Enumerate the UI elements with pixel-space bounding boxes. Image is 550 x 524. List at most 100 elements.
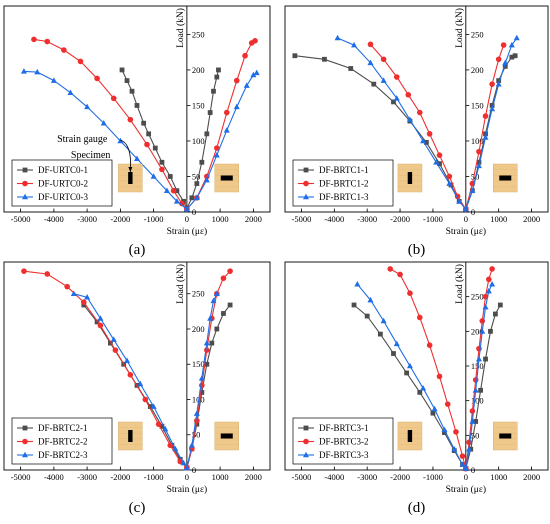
data-point (209, 340, 215, 346)
data-point (371, 81, 377, 87)
data-point (119, 67, 125, 73)
data-point (431, 405, 438, 412)
data-point (21, 268, 27, 274)
data-point (214, 326, 220, 332)
annotation-strain-gauge: Strain gauge (57, 134, 108, 145)
data-point (489, 266, 495, 272)
annotation-arrowhead (128, 167, 133, 172)
legend-marker (303, 438, 309, 445)
plot-frame (284, 5, 549, 213)
data-point (489, 280, 496, 287)
data-point (489, 81, 495, 87)
data-point (199, 159, 205, 165)
x-tick-label: -1000 (423, 472, 443, 482)
legend-marker (303, 167, 309, 173)
data-point (367, 59, 374, 66)
data-point (194, 181, 200, 186)
data-point (407, 290, 413, 297)
data-point (426, 342, 433, 349)
data-point (451, 446, 458, 452)
data-point (127, 116, 134, 123)
data-point (189, 195, 195, 201)
data-point (81, 302, 87, 308)
data-point (462, 465, 469, 471)
x-tick-label: 1000 (212, 214, 229, 224)
data-point (483, 356, 488, 362)
data-point (508, 41, 515, 48)
data-point (220, 275, 227, 282)
data-point (144, 141, 150, 148)
specimen-vertical (397, 163, 423, 193)
legend-label: DF-BRTC2-2 (38, 437, 87, 447)
specimen-horizontal (214, 163, 240, 193)
series-3 (334, 34, 520, 212)
data-point (476, 159, 482, 165)
y-tick-label: 50 (192, 430, 201, 440)
data-point (233, 77, 240, 84)
data-point (493, 311, 498, 317)
data-point (81, 299, 87, 305)
y-axis-title: Load (kN) (454, 264, 465, 304)
data-point (444, 401, 451, 407)
y-tick-label: 0 (192, 465, 196, 475)
data-point (485, 287, 492, 294)
data-point (497, 302, 503, 308)
data-point (377, 331, 383, 337)
data-point (31, 36, 37, 43)
y-tick-label: 50 (192, 171, 201, 181)
data-point (459, 453, 466, 459)
data-point (152, 145, 158, 151)
y-tick-label: 200 (192, 324, 205, 334)
legend-marker (22, 425, 28, 431)
data-point (179, 200, 185, 207)
data-point (227, 302, 233, 308)
data-point (476, 148, 482, 155)
x-tick-label: -1000 (423, 214, 443, 224)
x-tick-label: 0 (464, 214, 468, 224)
data-point (430, 410, 436, 416)
series-line-left (23, 270, 188, 469)
legend-label: DF-BRTC3-2 (319, 437, 368, 447)
data-point (348, 66, 354, 71)
legend-label: DF-BRTC1-2 (319, 179, 368, 189)
x-tick-label: -4000 (44, 472, 64, 482)
x-tick-label: -5000 (11, 472, 31, 482)
data-point (446, 173, 453, 180)
data-point (199, 390, 205, 395)
legend-marker (22, 167, 28, 173)
legend-marker (303, 425, 309, 431)
legend-marker (303, 451, 309, 458)
data-point (84, 294, 91, 300)
strain-gauge-icon (128, 430, 133, 442)
y-tick-label: 50 (471, 171, 480, 181)
data-point (233, 103, 240, 110)
data-point (207, 315, 214, 321)
strain-gauge-icon (128, 172, 133, 184)
data-point (203, 176, 210, 183)
x-tick-label: -5000 (292, 214, 312, 224)
series-3 (354, 280, 496, 471)
data-point (214, 145, 220, 151)
data-point (469, 187, 476, 193)
chart-panel-4: -5000 -4000 -3000 -2000 -1000 0 1000 2000 0 50 100… (284, 261, 549, 516)
data-point (70, 290, 77, 297)
y-tick-label: 100 (471, 136, 484, 146)
data-point (127, 372, 134, 378)
data-point (466, 446, 473, 452)
data-point (159, 166, 165, 173)
data-point (173, 198, 180, 204)
specimen-block (118, 421, 143, 451)
x-tick-label: -4000 (324, 472, 344, 482)
panel-label: (c) (129, 500, 146, 516)
strain-gauge-icon (407, 430, 413, 442)
series-line-left (389, 268, 467, 469)
data-point (94, 75, 100, 82)
data-point (203, 339, 210, 346)
y-tick-label: 250 (471, 292, 484, 302)
data-point (162, 425, 169, 432)
data-point (147, 404, 153, 409)
legend-label: DF-URTC0-2 (38, 179, 88, 189)
data-point (44, 271, 51, 277)
data-point (420, 384, 427, 391)
data-point (227, 268, 233, 274)
